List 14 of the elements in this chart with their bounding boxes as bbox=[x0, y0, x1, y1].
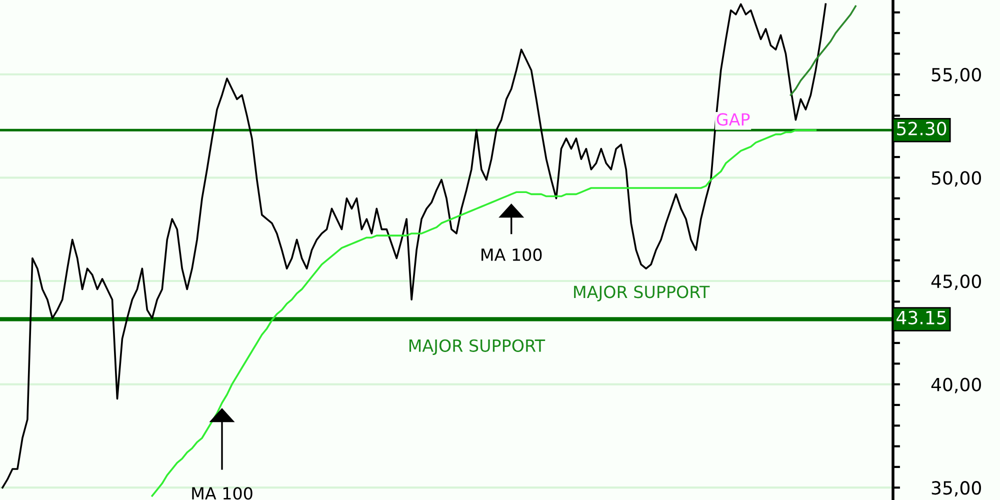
ref-line-label: 52.30 bbox=[897, 122, 946, 136]
ref-line-label: 43.15 bbox=[896, 310, 946, 324]
annotation: MAJOR SUPPORT bbox=[574, 286, 710, 302]
line-series bbox=[2, 3, 827, 489]
annotation: MA 100 bbox=[192, 487, 252, 500]
annotation: MAJOR SUPPORT bbox=[409, 339, 546, 356]
annotation: GAP bbox=[716, 113, 750, 126]
annotation: MA 100 bbox=[482, 248, 542, 262]
y-tick-label: 35,00 bbox=[932, 481, 981, 497]
y-tick-label: 40,00 bbox=[931, 378, 981, 394]
y-tick-label: 50,00 bbox=[932, 171, 981, 187]
line-series bbox=[790, 5, 856, 96]
y-tick-label: 45,00 bbox=[931, 274, 981, 290]
y-tick-label: 55,00 bbox=[932, 68, 981, 84]
